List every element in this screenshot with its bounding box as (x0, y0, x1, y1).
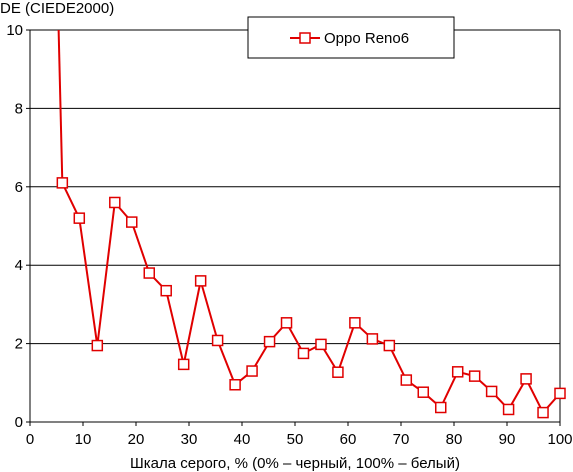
x-tick-label: 70 (393, 431, 410, 448)
x-tick-label: 30 (181, 431, 198, 448)
data-point (56, 177, 69, 189)
data-point (246, 365, 258, 377)
data-point (417, 386, 430, 398)
legend-label: Oppo Reno6 (324, 30, 409, 47)
data-point (485, 385, 498, 398)
data-point (468, 370, 481, 382)
data-point (263, 335, 276, 348)
data-point (554, 387, 566, 400)
data-point (91, 339, 104, 352)
data-point (315, 338, 327, 351)
y-ticks: 0 2 4 6 8 10 (6, 22, 30, 431)
data-point (383, 339, 396, 352)
x-tick-label: 100 (547, 431, 572, 448)
data-point (502, 403, 515, 416)
data-point (126, 216, 138, 228)
data-point (332, 366, 344, 378)
legend-box (247, 16, 455, 59)
data-point (177, 358, 190, 371)
data-point (537, 406, 549, 419)
data-point (143, 267, 155, 279)
data-point (520, 373, 532, 385)
y-axis-title: DE (CIEDE2000) (0, 0, 114, 17)
data-point (73, 212, 86, 224)
plot-background (30, 30, 560, 422)
data-point (109, 196, 121, 209)
data-point (280, 317, 293, 329)
series-layer (56, 29, 566, 419)
y-tick-label: 8 (15, 100, 23, 117)
x-tick-label: 20 (128, 431, 145, 448)
x-tick-label: 0 (26, 431, 34, 448)
data-point (160, 284, 172, 297)
data-point (211, 334, 224, 347)
y-tick-label: 0 (15, 414, 23, 431)
plot-area (29, 29, 566, 423)
x-tick-label: 80 (446, 431, 463, 448)
data-point (229, 379, 241, 391)
data-point (400, 374, 413, 386)
data-point (435, 401, 447, 414)
series-intro-line (57, 29, 64, 183)
x-axis-title: Шкала серого, % (0% – черный, 100% – бел… (130, 455, 460, 472)
data-point (297, 347, 310, 360)
data-point (451, 366, 464, 378)
data-point (194, 275, 207, 287)
y-tick-label: 4 (15, 257, 23, 274)
x-tick-label: 10 (75, 431, 92, 448)
y-tick-label: 6 (15, 179, 23, 196)
x-ticks: 0 10 20 30 40 50 60 70 80 90 100 (26, 422, 573, 448)
data-point (366, 333, 379, 345)
x-tick-label: 50 (287, 431, 304, 448)
x-tick-label: 40 (234, 431, 251, 448)
y-tick-label: 10 (6, 22, 23, 39)
x-tick-label: 90 (499, 431, 516, 448)
legend-marker (299, 32, 311, 44)
y-tick-label: 2 (15, 336, 23, 353)
x-tick-label: 60 (340, 431, 357, 448)
legend: Oppo Reno6 (247, 16, 455, 59)
data-point (349, 317, 361, 329)
